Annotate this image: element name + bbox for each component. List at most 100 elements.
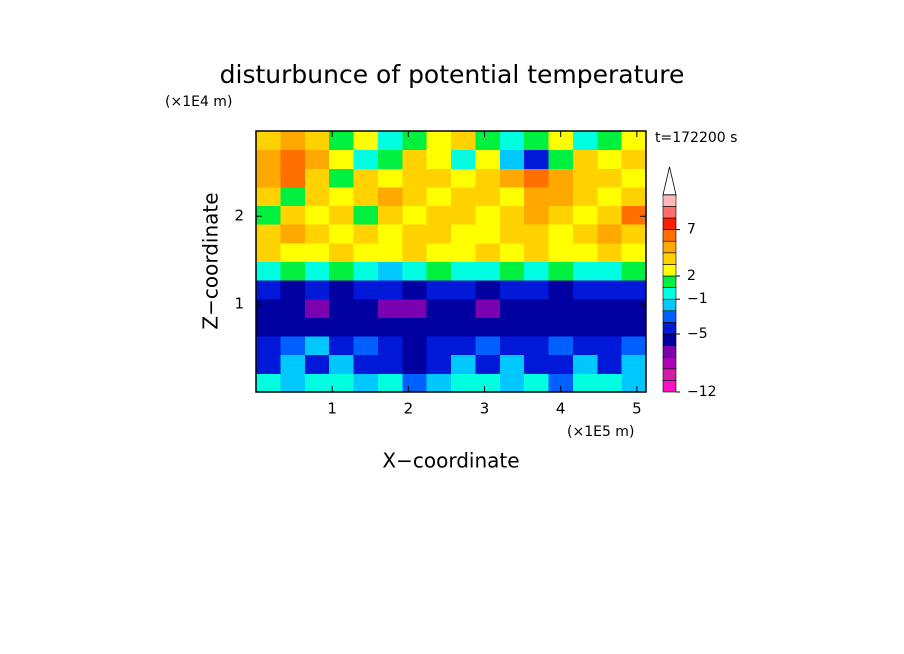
- contour-cell: [597, 336, 623, 356]
- contour-cell: [426, 373, 452, 393]
- contour-cell: [475, 224, 501, 244]
- contour-cell: [280, 354, 306, 374]
- colorbar-box: [662, 287, 677, 300]
- contour-cell: [572, 168, 598, 188]
- contour-cell: [426, 224, 452, 244]
- contour-cell: [256, 242, 281, 262]
- contour-cell: [621, 186, 647, 207]
- contour-cell: [548, 373, 574, 393]
- contour-cell: [475, 373, 501, 393]
- contour-cell: [475, 261, 501, 281]
- contour-cell: [597, 354, 623, 374]
- contour-cell: [451, 336, 476, 356]
- contour-cell: [329, 149, 354, 169]
- contour-cell: [377, 261, 403, 281]
- contour-cell: [451, 317, 476, 337]
- contour-cell: [304, 186, 330, 207]
- contour-cell: [256, 317, 281, 337]
- contour-cell: [402, 131, 428, 151]
- contour-cell: [426, 317, 452, 337]
- contour-cell: [377, 224, 403, 244]
- contour-cell: [475, 298, 501, 318]
- contour-cell: [572, 336, 598, 356]
- contour-cell: [426, 354, 452, 374]
- contour-cell: [597, 186, 623, 207]
- colorbar-tick-label: 7: [687, 222, 696, 238]
- contour-cell: [256, 373, 281, 393]
- contour-cell: [572, 224, 598, 244]
- x-unit: (×1E5 m): [567, 424, 634, 440]
- contour-cell: [426, 280, 452, 300]
- contour-cell: [499, 336, 525, 356]
- contour-cell: [621, 354, 647, 374]
- time-label: t=172200 s: [655, 130, 737, 146]
- colorbar-box: [662, 333, 677, 346]
- contour-cell: [475, 317, 501, 337]
- colorbar-tick-label: −5: [687, 326, 708, 342]
- contour-cell: [280, 373, 306, 393]
- contour-cell: [377, 242, 403, 262]
- contour-cell: [329, 168, 354, 188]
- contour-cell: [256, 261, 281, 281]
- contour-cell: [499, 280, 525, 300]
- contour-cell: [280, 168, 306, 188]
- contour-cell: [621, 298, 647, 318]
- colorbar-box: [662, 206, 677, 219]
- contour-cell: [280, 336, 306, 356]
- contour-cell: [524, 149, 549, 169]
- contour-cell: [524, 168, 549, 188]
- contour-cell: [597, 298, 623, 318]
- plot-frame: [255, 130, 647, 393]
- x-tick-label: 3: [480, 400, 490, 418]
- contour-cell: [280, 280, 306, 300]
- contour-cell: [304, 242, 330, 262]
- colorbar-box: [662, 310, 677, 323]
- contour-cell: [548, 242, 574, 262]
- contour-cell: [621, 168, 647, 188]
- contour-cell: [475, 186, 501, 207]
- contour-cell: [280, 261, 306, 281]
- colorbar-tick-label: −12: [687, 384, 717, 400]
- contour-cell: [353, 354, 379, 374]
- contour-cell: [377, 354, 403, 374]
- contour-cell: [353, 280, 379, 300]
- contour-cell: [475, 336, 501, 356]
- contour-cell: [597, 261, 623, 281]
- contour-cell: [304, 336, 330, 356]
- contour-cell: [329, 298, 354, 318]
- contour-cell: [256, 280, 281, 300]
- x-tick-label: 5: [632, 400, 642, 418]
- contour-cell: [426, 131, 452, 151]
- contour-cell: [304, 354, 330, 374]
- contour-cell: [499, 298, 525, 318]
- contour-cell: [402, 261, 428, 281]
- colorbar-box: [662, 194, 677, 207]
- contour-cell: [499, 131, 525, 151]
- contour-cell: [402, 242, 428, 262]
- contour-cell: [451, 224, 476, 244]
- colorbar-box: [662, 368, 677, 381]
- contour-cell: [499, 354, 525, 374]
- contour-cell: [402, 186, 428, 207]
- contour-cell: [524, 242, 549, 262]
- contour-cell: [475, 242, 501, 262]
- colorbar-box: [662, 345, 677, 358]
- contour-cell: [377, 205, 403, 225]
- contour-cell: [353, 131, 379, 151]
- contour-cell: [377, 298, 403, 318]
- contour-cell: [621, 205, 647, 225]
- contour-cell: [597, 131, 623, 151]
- colorbar-extension: [662, 166, 677, 196]
- contour-cell: [451, 131, 476, 151]
- colorbar-box: [662, 240, 677, 254]
- contour-cell: [475, 205, 501, 225]
- contour-cell: [597, 205, 623, 225]
- contour-cell: [548, 224, 574, 244]
- contour-cell: [499, 205, 525, 225]
- contour-cell: [304, 280, 330, 300]
- contour-cell: [329, 317, 354, 337]
- contour-cell: [353, 373, 379, 393]
- contour-cell: [353, 242, 379, 262]
- contour-cell: [548, 354, 574, 374]
